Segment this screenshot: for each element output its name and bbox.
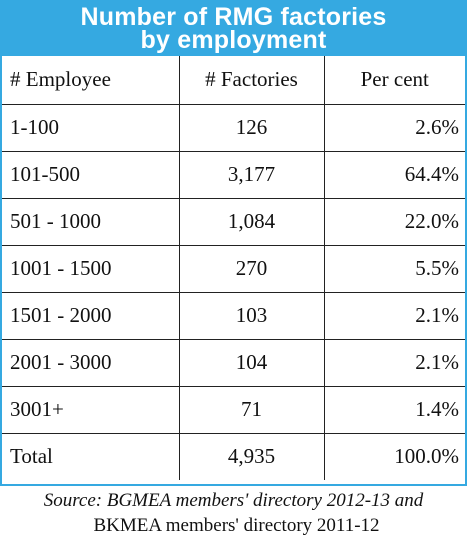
factories-table: # Employee # Factories Per cent 1-100 12…	[2, 56, 465, 480]
title-line-2: by employment	[140, 26, 327, 54]
cell-factories: 4,935	[178, 433, 324, 480]
table-row: 501 - 1000 1,084 22.0%	[2, 198, 465, 246]
table-row: 1501 - 2000 103 2.1%	[2, 292, 465, 340]
cell-percent: 64.4%	[323, 151, 465, 199]
table-row: 2001 - 3000 104 2.1%	[2, 339, 465, 387]
header-employee: # Employee	[2, 56, 179, 105]
source-line-1: Source: BGMEA members' directory 2012-13…	[43, 490, 424, 511]
table-row: 101-500 3,177 64.4%	[2, 151, 465, 199]
cell-employee: Total	[10, 444, 53, 469]
cell-percent: 2.1%	[323, 292, 465, 340]
cell-employee: 2001 - 3000	[2, 339, 179, 387]
cell-percent: 100.0%	[323, 433, 465, 480]
cell-factories: 71	[178, 386, 324, 434]
table-row: 1-100 126 2.6%	[2, 104, 465, 152]
cell-percent: 1.4%	[323, 386, 465, 434]
header-percent: Per cent	[323, 56, 465, 105]
cell-factories: 270	[178, 245, 324, 293]
cell-factories: 126	[178, 104, 324, 152]
cell-percent: 5.5%	[323, 245, 465, 293]
header-row: # Employee # Factories Per cent	[2, 56, 465, 105]
table-row: 1001 - 1500 270 5.5%	[2, 245, 465, 293]
cell-factories: 3,177	[178, 151, 324, 199]
source-note: Source: BGMEA members' directory 2012-13…	[0, 488, 467, 538]
total-row: Total 4,935 100.0%	[2, 433, 465, 480]
cell-employee: 1001 - 1500	[2, 245, 179, 293]
source-line-2: BKMEA members' directory 2011-12	[93, 515, 380, 536]
cell-percent: 2.6%	[323, 104, 465, 152]
cell-employee: 1-100	[2, 104, 179, 152]
table-row: 3001+ 71 1.4%	[2, 386, 465, 434]
cell-employee: 101-500	[2, 151, 179, 199]
cell-employee: 501 - 1000	[2, 198, 179, 246]
cell-percent: 2.1%	[323, 339, 465, 387]
cell-employee: 3001+	[2, 386, 179, 434]
header-factories: # Factories	[178, 56, 324, 105]
cell-percent: 22.0%	[323, 198, 465, 246]
table-title: Number of RMG factories by employment	[2, 2, 465, 56]
factories-table-card: Number of RMG factories by employment # …	[0, 0, 467, 486]
cell-factories: 1,084	[178, 198, 324, 246]
cell-factories: 103	[178, 292, 324, 340]
cell-factories: 104	[178, 339, 324, 387]
cell-employee: 1501 - 2000	[2, 292, 179, 340]
title-line-1: Number of RMG factories	[80, 3, 387, 31]
